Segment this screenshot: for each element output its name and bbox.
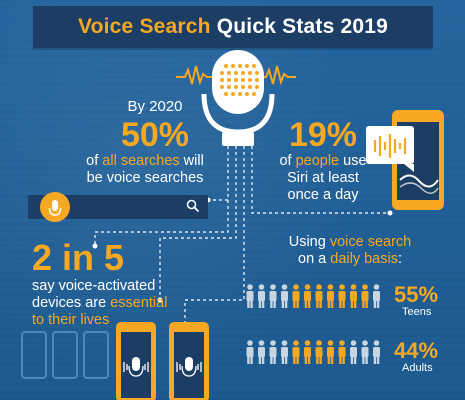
stat2-line2: Siri at least (287, 170, 359, 186)
teens-value: 55% (394, 282, 439, 307)
page-title: Voice Search Quick Stats 2019 (33, 15, 433, 39)
smartphone-outline-icons (21, 331, 109, 379)
person-icon (373, 340, 380, 364)
search-icon (186, 199, 200, 218)
person-icon (281, 340, 288, 364)
person-icon (315, 284, 323, 308)
person-icon (269, 284, 277, 308)
person-icon (327, 284, 334, 308)
stat3-line1: say voice-activated (32, 278, 156, 294)
stat2-line1: of people use (279, 153, 367, 169)
person-icon (292, 284, 300, 308)
stat1-intro: By 2020 (127, 98, 183, 115)
microphone-icon (40, 192, 70, 222)
title-part-main: Quick Stats 2019 (216, 15, 389, 38)
teens-label: Teens (402, 306, 432, 318)
stat1-line3: be voice searches (86, 170, 204, 186)
person-icon (258, 340, 265, 364)
person-icon (327, 340, 334, 364)
title-part-accent: Voice Search (77, 15, 211, 38)
person-icon (304, 284, 311, 308)
person-icon (258, 284, 265, 308)
stat3-line2: devices are essential (32, 295, 168, 311)
stat3-value: 2 in 5 (32, 237, 125, 278)
adults-label: Adults (402, 362, 433, 374)
person-icon (304, 340, 311, 364)
stat4-line2: on a daily basis: (298, 251, 402, 267)
person-icon (281, 284, 288, 308)
stat2-value: 19% (288, 116, 358, 154)
person-icon (315, 340, 323, 364)
person-icon (246, 340, 254, 364)
person-icon (292, 340, 300, 364)
person-icon (350, 284, 357, 308)
sound-wave-icon (176, 65, 296, 86)
stat2-line3: once a day (287, 187, 359, 203)
person-icon (361, 284, 369, 308)
person-icon (246, 284, 254, 308)
stat4-line1: Using voice search (288, 234, 412, 250)
microphone-icon (201, 50, 275, 146)
person-icon (350, 340, 357, 364)
stat1-line2: of all searches will (86, 153, 204, 169)
person-icon (373, 284, 380, 308)
person-icon (269, 340, 277, 364)
person-icon (338, 284, 346, 308)
speech-bubble-icon (366, 126, 414, 172)
adults-value: 44% (394, 338, 439, 363)
stat3-line3: to their lives (32, 312, 110, 328)
teens-person-icons (246, 284, 380, 308)
adults-person-icons (246, 340, 380, 364)
stat1-value: 50% (120, 116, 190, 154)
circuit-lines (94, 146, 390, 330)
person-icon (361, 340, 369, 364)
title-banner: Voice Search Quick Stats 2019 (33, 6, 433, 48)
smartphone-mic-icons (116, 322, 209, 400)
person-icon (338, 340, 346, 364)
